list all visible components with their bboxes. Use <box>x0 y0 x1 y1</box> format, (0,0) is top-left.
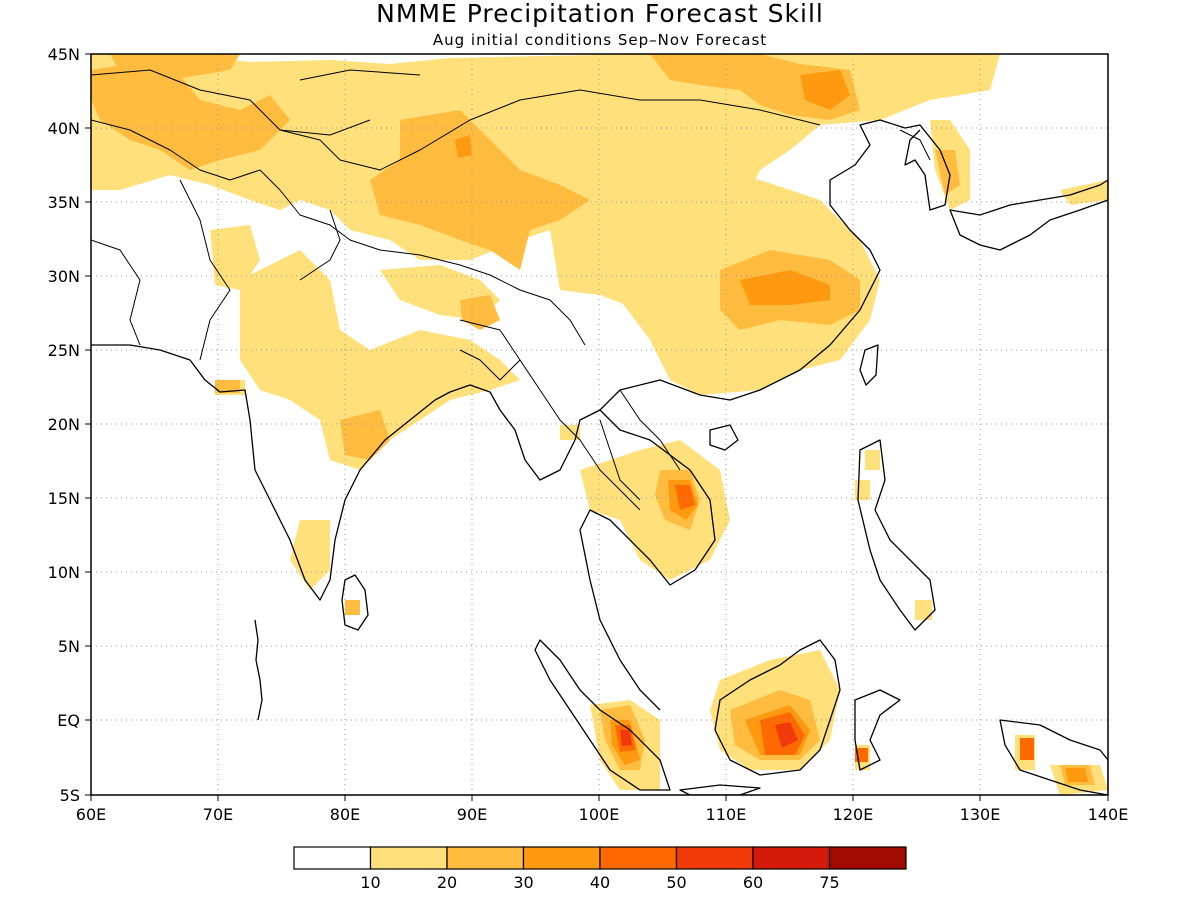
colorbar-swatch <box>369 846 448 870</box>
lat-tick-label: 10N <box>48 563 80 582</box>
lon-tick-label: 80E <box>330 805 360 824</box>
colorbar-label: 50 <box>666 873 686 892</box>
lat-tick-label: EQ <box>57 711 80 730</box>
lat-tick-label: 30N <box>48 267 80 286</box>
lon-tick-label: 70E <box>203 805 233 824</box>
colorbar-label: 30 <box>513 873 533 892</box>
colorbar-swatch <box>522 846 601 870</box>
lat-tick-label: 5S <box>60 786 80 805</box>
graticule <box>91 54 1108 795</box>
colorbar-swatch <box>752 846 831 870</box>
map-panel: 60E 70E 80E 90E 100E 110E 120E 130E 140E… <box>48 45 1129 824</box>
colorbar-label: 20 <box>437 873 457 892</box>
lat-tick-label: 35N <box>48 193 80 212</box>
figure-title: NMME Precipitation Forecast Skill <box>376 0 824 28</box>
colorbar-swatch <box>599 846 678 870</box>
colorbar-swatch <box>675 846 754 870</box>
skill-shading <box>91 54 1108 795</box>
colorbar-label: 75 <box>819 873 839 892</box>
lon-tick-label: 100E <box>579 805 620 824</box>
country-borders <box>91 69 931 511</box>
lon-tick-marks <box>90 795 1109 801</box>
colorbar-label: 40 <box>590 873 610 892</box>
lat-tick-label: 40N <box>48 119 80 138</box>
colorbar-swatch <box>446 846 525 870</box>
lon-tick-label: 120E <box>833 805 874 824</box>
colorbar: 10 20 30 40 50 60 75 <box>293 846 907 892</box>
figure-subtitle: Aug initial conditions Sep–Nov Forecast <box>433 31 767 49</box>
lon-tick-label: 90E <box>457 805 487 824</box>
lat-tick-label: 45N <box>48 45 80 64</box>
colorbar-label: 10 <box>360 873 380 892</box>
lat-tick-label: 15N <box>48 489 80 508</box>
lon-tick-label: 140E <box>1088 805 1129 824</box>
lon-tick-label: 110E <box>706 805 747 824</box>
lon-tick-label: 60E <box>76 805 106 824</box>
lat-tick-label: 5N <box>58 637 80 656</box>
coastlines <box>91 119 1108 795</box>
lat-tick-label: 25N <box>48 341 80 360</box>
colorbar-label: 60 <box>743 873 763 892</box>
lat-tick-labels: 45N 40N 35N 30N 25N 20N 15N 10N 5N EQ 5S <box>48 45 80 805</box>
skill-level-50-60 <box>620 722 798 748</box>
colorbar-swatch <box>828 846 907 870</box>
lat-tick-label: 20N <box>48 415 80 434</box>
lon-tick-labels: 60E 70E 80E 90E 100E 110E 120E 130E 140E <box>76 805 1129 824</box>
lon-tick-label: 130E <box>960 805 1001 824</box>
lat-tick-marks <box>85 53 91 796</box>
colorbar-swatch <box>293 846 372 870</box>
